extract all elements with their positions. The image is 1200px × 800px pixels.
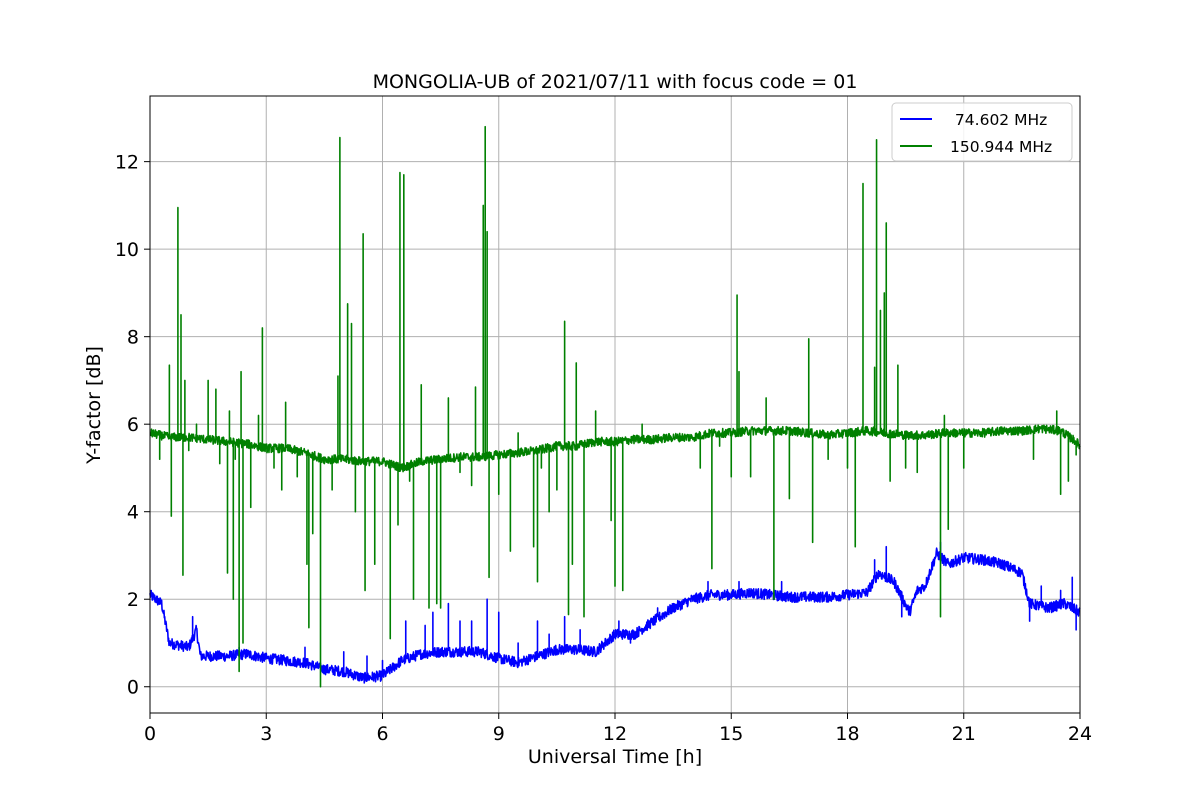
y-tick-label: 6 <box>127 414 139 436</box>
x-tick-label: 12 <box>603 723 627 745</box>
legend-label-74-mhz: 74.602 MHz <box>950 111 1047 129</box>
x-axis-label: Universal Time [h] <box>528 746 702 768</box>
x-tick-label: 15 <box>719 723 743 745</box>
y-tick-label: 2 <box>127 589 139 611</box>
x-tick-label: 6 <box>376 723 388 745</box>
y-tick-label: 4 <box>127 502 139 524</box>
x-tick-label: 21 <box>952 723 976 745</box>
x-tick-label: 24 <box>1068 723 1092 745</box>
y-axis-label: Y-factor [dB] <box>83 346 105 465</box>
y-tick-label: 10 <box>115 239 139 261</box>
chart-title: MONGOLIA-UB of 2021/07/11 with focus cod… <box>373 71 858 93</box>
series-line-0 <box>149 541 1081 684</box>
legend-label-150-mhz: 150.944 MHz <box>950 138 1052 156</box>
series-layer <box>149 125 1081 688</box>
x-tick-label: 3 <box>260 723 272 745</box>
legend: 74.602 MHz 150.944 MHz <box>891 102 1073 162</box>
x-tick-label: 0 <box>144 723 156 745</box>
legend-box <box>891 102 1073 162</box>
x-tick-label: 18 <box>835 723 859 745</box>
series-line-1 <box>149 125 1081 688</box>
y-tick-label: 8 <box>127 327 139 349</box>
y-tick-label: 0 <box>127 677 139 699</box>
x-tick-label: 9 <box>493 723 505 745</box>
y-tick-label: 12 <box>115 152 139 174</box>
